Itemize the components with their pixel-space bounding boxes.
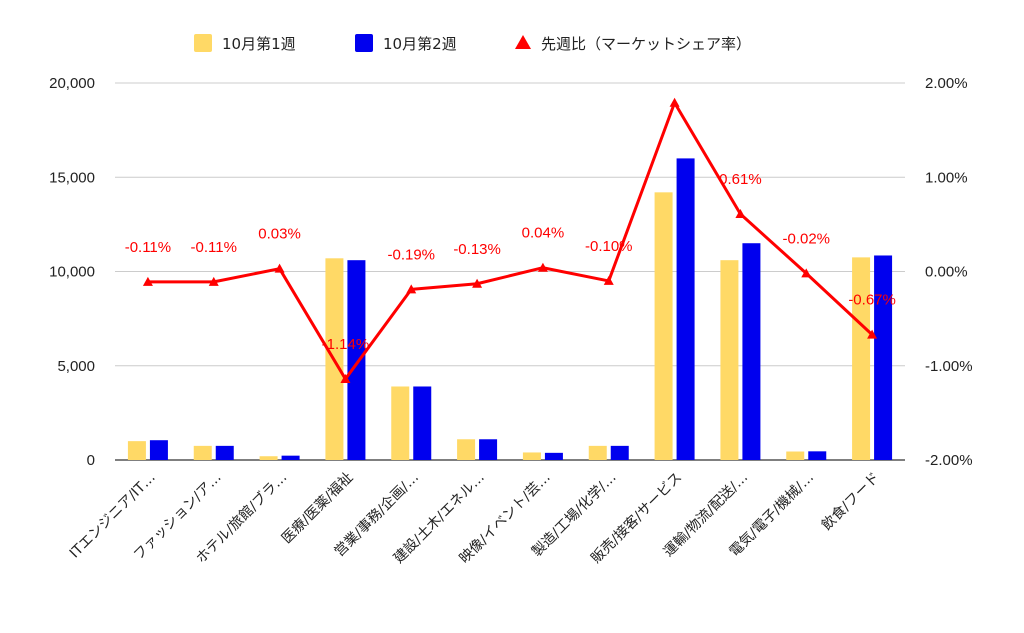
left-tick-label: 0	[87, 452, 95, 469]
legend: 10月第1週 10月第2週 先週比（マーケットシェア率）	[194, 34, 751, 53]
bar-series-2	[676, 158, 695, 460]
bar-series-2	[149, 440, 168, 460]
bar-series-2	[610, 445, 629, 460]
bar-series-1	[259, 456, 278, 460]
bar-series-2	[479, 439, 498, 460]
line-data-label: -0.11%	[191, 239, 237, 256]
category-label: 飲食/フード	[818, 469, 883, 534]
bar-series-2	[874, 255, 893, 460]
legend-label-series-2: 10月第2週	[383, 35, 457, 53]
line-series	[142, 97, 878, 383]
bar-series-1	[127, 441, 146, 460]
bar-series-1	[522, 452, 541, 460]
bar-series-1	[852, 257, 871, 460]
data-labels: -0.11% -0.11% 0.03% -1.14% -0.19% -0.13% 0.04%…	[125, 171, 896, 353]
left-tick-label: 10,000	[49, 264, 95, 281]
bar-series-2	[413, 386, 432, 460]
legend-marker-triangle-icon	[515, 35, 531, 49]
bar-series-2	[544, 452, 563, 460]
right-tick-label: 1.00%	[925, 169, 968, 186]
line-point-marker	[142, 276, 153, 286]
category-labels: ITエンジニア/IT…ファッション/ア…ホテル/旅館/ブラ…医療/医薬/福祉営業…	[67, 469, 883, 567]
bar-series-1	[654, 192, 673, 460]
bar-series-1	[457, 439, 476, 460]
right-axis-ticks: -2.00% -1.00% 0.00% 1.00% 2.00%	[925, 75, 973, 469]
bar-series-1	[588, 445, 607, 460]
bar-series-2	[347, 260, 366, 460]
bar-series-2	[808, 451, 827, 460]
left-tick-label: 15,000	[49, 169, 95, 186]
line-data-label: -0.02%	[782, 230, 830, 247]
line-point-marker	[603, 275, 614, 285]
line-point-marker	[669, 97, 680, 107]
left-tick-label: 5,000	[57, 358, 95, 375]
right-tick-label: 0.00%	[925, 264, 968, 281]
bar-series-1	[786, 451, 805, 460]
legend-label-series-1: 10月第1週	[222, 35, 296, 53]
line-point-marker	[472, 278, 483, 288]
bar-series-1	[720, 260, 739, 460]
left-axis-ticks: 0 5,000 10,000 15,000 20,000	[49, 75, 95, 469]
line-point-marker	[537, 262, 548, 272]
line-path	[147, 101, 874, 381]
line-point-marker	[208, 276, 219, 286]
right-tick-label: -2.00%	[925, 452, 973, 469]
bar-series-2	[742, 243, 761, 460]
legend-swatch-series-1	[194, 34, 212, 52]
bar-series-1	[391, 386, 410, 460]
line-point-marker	[801, 268, 812, 278]
line-point-marker	[406, 284, 417, 294]
line-data-label: 0.61%	[719, 171, 762, 188]
line-data-label: 0.03%	[258, 226, 301, 243]
legend-swatch-series-2	[355, 34, 373, 52]
gridlines	[115, 82, 905, 461]
bars	[127, 158, 893, 460]
bar-series-2	[215, 445, 234, 460]
right-tick-label: 2.00%	[925, 75, 968, 92]
line-data-label: -0.67%	[848, 292, 896, 309]
line-data-label: -1.14%	[322, 336, 370, 353]
line-data-label: -0.19%	[387, 246, 435, 263]
bar-series-2	[281, 455, 300, 460]
bar-series-1	[193, 445, 212, 460]
left-tick-label: 20,000	[49, 75, 95, 92]
line-data-label: -0.11%	[125, 239, 171, 256]
line-point-marker	[867, 329, 878, 339]
line-data-label: 0.04%	[522, 225, 565, 242]
line-point-marker	[735, 209, 746, 219]
line-point-marker	[340, 373, 351, 383]
line-data-label: -0.10%	[585, 238, 633, 255]
line-point-marker	[274, 263, 285, 273]
legend-label-series-3: 先週比（マーケットシェア率）	[541, 35, 751, 53]
right-tick-label: -1.00%	[925, 358, 973, 375]
line-data-label: -0.13%	[453, 241, 501, 258]
